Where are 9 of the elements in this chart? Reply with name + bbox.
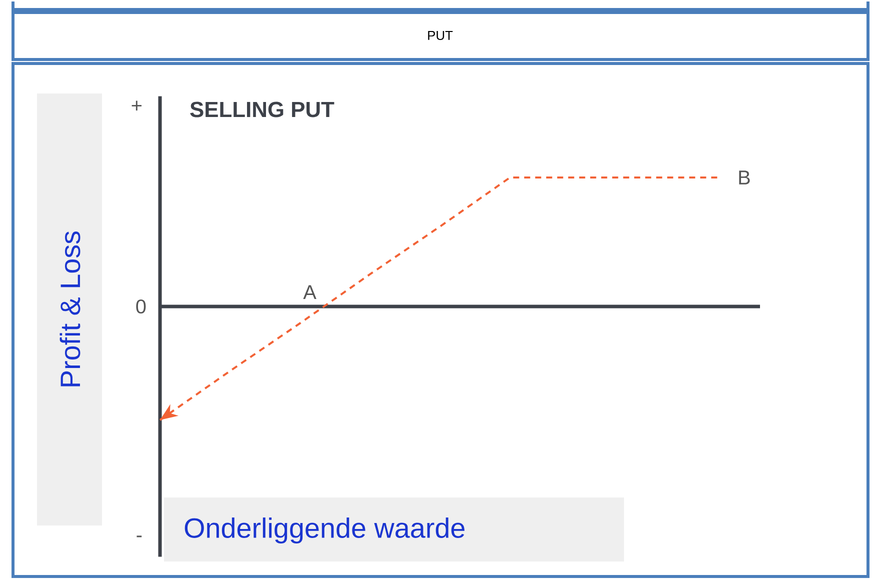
annotation: B xyxy=(739,170,750,184)
ref-line-label: 0 xyxy=(136,299,146,314)
annotation: A xyxy=(303,285,316,299)
chart-subtitle: SELLING PUT xyxy=(190,101,334,118)
chart-title: PUT xyxy=(428,30,453,40)
text: + xyxy=(132,100,142,110)
text: - xyxy=(136,535,142,537)
x-axis-title: Onderliggende waarde xyxy=(184,517,464,544)
y-axis-title: Profit & Loss xyxy=(60,231,80,386)
